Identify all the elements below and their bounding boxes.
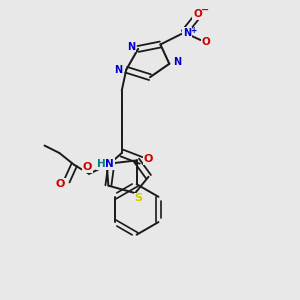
Text: H: H [97,159,106,169]
Text: O: O [83,162,92,172]
Text: O: O [202,37,210,46]
Text: −: − [201,5,209,15]
Text: N: N [106,159,114,169]
Text: O: O [144,154,153,164]
Text: N: N [173,57,181,67]
Text: N: N [128,42,136,52]
Text: S: S [135,194,143,203]
Text: O: O [56,178,65,189]
Text: +: + [190,26,197,35]
Text: N: N [114,65,122,75]
Text: N: N [183,28,191,38]
Text: O: O [193,9,202,19]
